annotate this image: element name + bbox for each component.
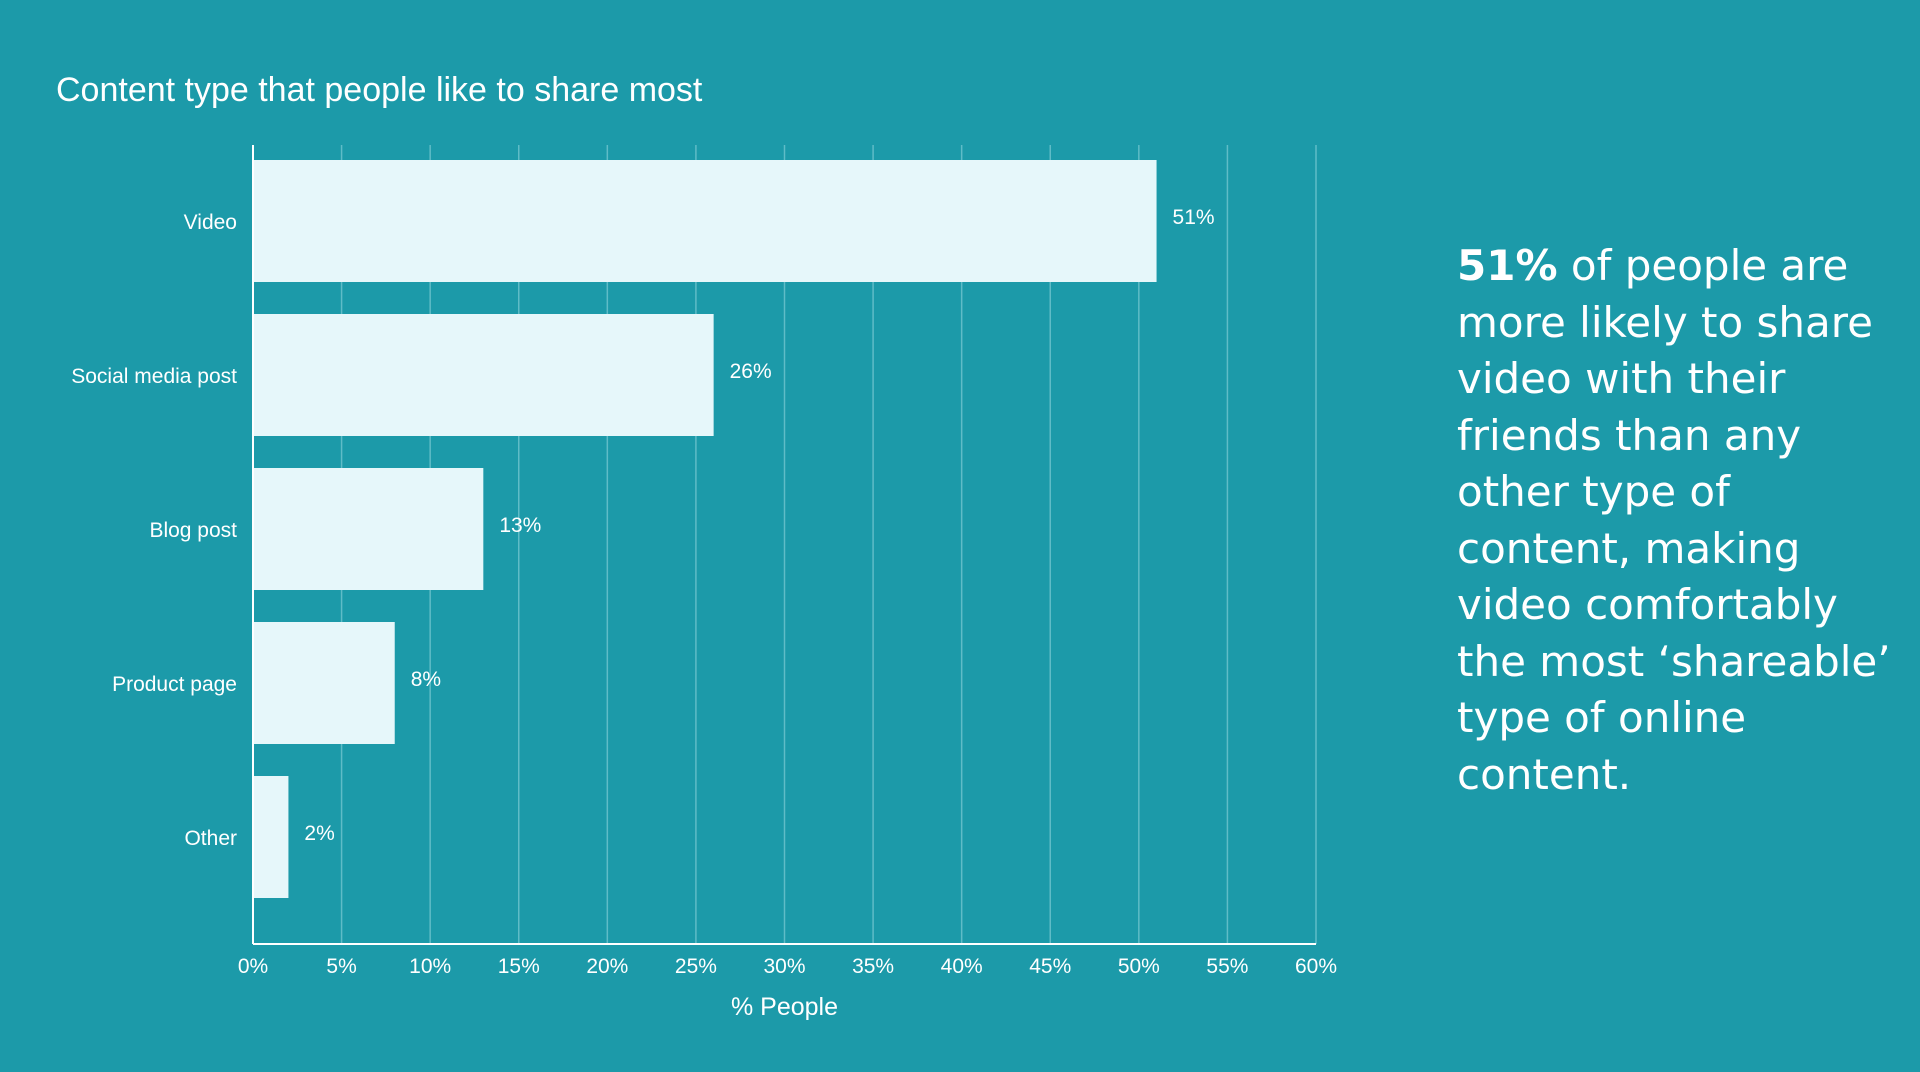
- callout-highlight: 51%: [1457, 241, 1558, 290]
- bar: [253, 776, 289, 898]
- labels: Video 51% Social media post 26% Blog post 13%…: [71, 206, 1337, 1021]
- data-label: 2%: [304, 822, 334, 845]
- bar: [253, 468, 484, 590]
- x-axis-title: % People: [731, 993, 838, 1021]
- x-tick-label: 50%: [1118, 955, 1160, 978]
- category-label: Social media post: [71, 365, 237, 388]
- bar: [253, 622, 395, 744]
- bar: [253, 160, 1157, 282]
- x-tick-label: 30%: [763, 955, 805, 978]
- bars: [253, 160, 1157, 898]
- bar: [253, 314, 714, 436]
- x-tick-label: 60%: [1295, 955, 1337, 978]
- category-label: Other: [184, 827, 237, 850]
- callout-body: of people are more likely to share video…: [1457, 241, 1891, 799]
- data-label: 8%: [411, 668, 441, 691]
- x-tick-label: 35%: [852, 955, 894, 978]
- x-tick-label: 40%: [941, 955, 983, 978]
- category-label: Video: [184, 211, 237, 234]
- x-tick-label: 25%: [675, 955, 717, 978]
- callout-text: 51% of people are more likely to share v…: [1457, 238, 1897, 803]
- category-label: Blog post: [149, 519, 237, 542]
- x-tick-label: 0%: [238, 955, 268, 978]
- x-tick-label: 55%: [1206, 955, 1248, 978]
- data-label: 13%: [499, 514, 541, 537]
- data-label: 26%: [730, 360, 772, 383]
- x-tick-label: 45%: [1029, 955, 1071, 978]
- x-tick-label: 20%: [586, 955, 628, 978]
- x-tick-label: 15%: [498, 955, 540, 978]
- category-label: Product page: [112, 673, 237, 696]
- data-label: 51%: [1173, 206, 1215, 229]
- x-tick-label: 5%: [326, 955, 356, 978]
- axes: [252, 145, 1316, 945]
- x-tick-label: 10%: [409, 955, 451, 978]
- chart-title: Content type that people like to share m…: [56, 71, 703, 109]
